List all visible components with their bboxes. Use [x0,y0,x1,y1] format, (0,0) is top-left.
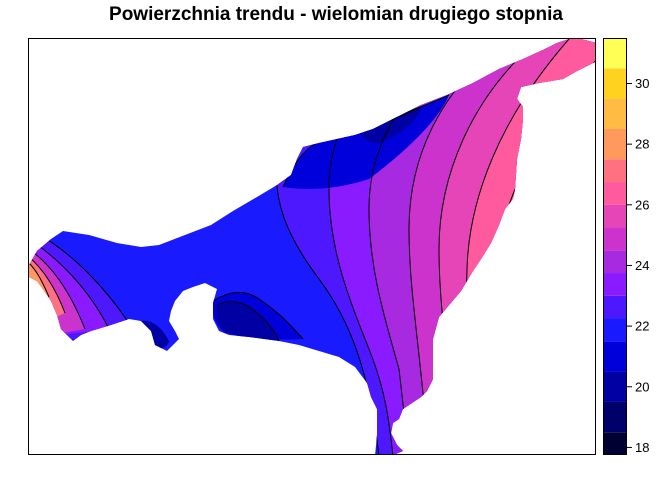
legend-band [603,182,627,205]
legend-band [603,159,627,183]
legend-band [603,128,627,160]
legend-band [603,204,627,228]
legend-tick-label: 30 [635,76,649,91]
legend-tick-label: 28 [635,137,649,152]
legend-tick-label: 22 [635,319,649,334]
legend-band [603,68,627,99]
legend-svg: 18 20 22 24 26 28 30 [603,38,649,455]
color-legend: 18 20 22 24 26 28 30 [603,38,649,455]
legend-band [603,98,627,129]
trend-surface-fill [29,39,595,454]
legend-band [603,38,627,69]
legend-tick-label: 20 [635,379,649,394]
legend-band [603,401,627,433]
legend-band [603,318,627,342]
legend-band [603,273,627,296]
legend-band [603,371,627,402]
legend-tick-label: 26 [635,197,649,212]
legend-band [603,250,627,274]
legend-tick-label: 24 [635,258,649,273]
legend-frame [603,38,627,455]
trend-surface-raster [29,39,595,454]
legend-tick-label: 18 [635,440,649,455]
legend-band [603,295,627,319]
legend-band [603,227,627,251]
trend-surface-map [28,38,596,455]
map-title: Powierzchnia trendu - wielomian drugiego… [109,4,563,25]
legend-band [603,432,627,455]
legend-band [603,341,627,372]
